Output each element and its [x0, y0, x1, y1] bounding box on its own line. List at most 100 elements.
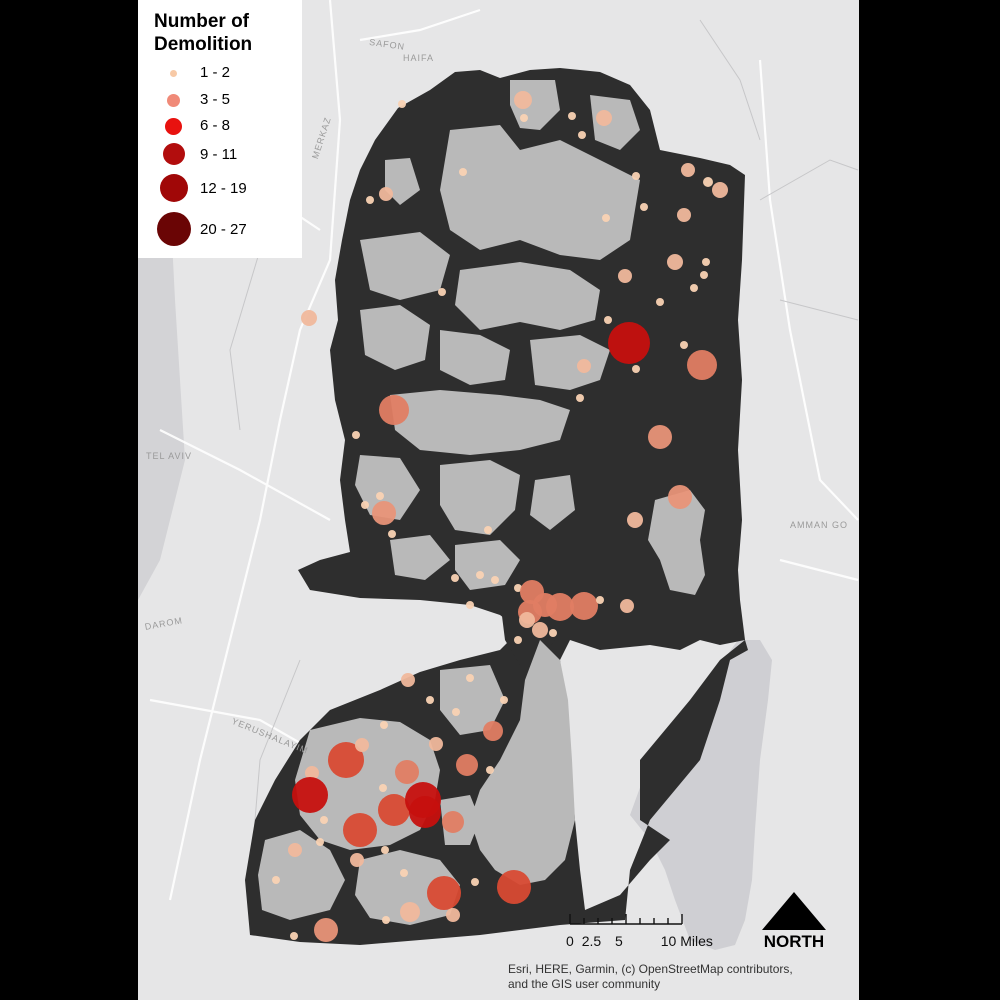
- demolition-point[interactable]: [466, 601, 474, 609]
- demolition-point[interactable]: [459, 168, 467, 176]
- legend-item: 6 - 8: [138, 117, 302, 147]
- demolition-point[interactable]: [320, 816, 328, 824]
- demolition-point[interactable]: [442, 811, 464, 833]
- demolition-point[interactable]: [604, 316, 612, 324]
- demolition-point[interactable]: [378, 794, 410, 826]
- demolition-point[interactable]: [576, 394, 584, 402]
- demolition-point[interactable]: [426, 696, 434, 704]
- scale-bar: [569, 914, 683, 925]
- demolition-point[interactable]: [456, 754, 478, 776]
- demolition-point[interactable]: [352, 431, 360, 439]
- demolition-point[interactable]: [632, 365, 640, 373]
- demolition-point[interactable]: [549, 629, 557, 637]
- demolition-point[interactable]: [627, 512, 643, 528]
- demolition-point[interactable]: [398, 100, 406, 108]
- demolition-point[interactable]: [568, 112, 576, 120]
- demolition-point[interactable]: [409, 796, 441, 828]
- demolition-point[interactable]: [577, 359, 591, 373]
- demolition-point[interactable]: [514, 91, 532, 109]
- demolition-point[interactable]: [388, 530, 396, 538]
- demolition-point[interactable]: [681, 163, 695, 177]
- demolition-point[interactable]: [690, 284, 698, 292]
- demolition-point[interactable]: [379, 187, 393, 201]
- demolition-point[interactable]: [620, 599, 634, 613]
- demolition-point[interactable]: [596, 596, 604, 604]
- scale-labels: 0 2.5 5 10 Miles: [566, 933, 713, 949]
- demolition-points: [272, 91, 728, 942]
- demolition-point[interactable]: [400, 869, 408, 877]
- demolition-point[interactable]: [429, 737, 443, 751]
- demolition-point[interactable]: [700, 271, 708, 279]
- demolition-point[interactable]: [400, 902, 420, 922]
- demolition-point[interactable]: [640, 203, 648, 211]
- demolition-point[interactable]: [687, 350, 717, 380]
- demolition-point[interactable]: [379, 395, 409, 425]
- demolition-point[interactable]: [578, 131, 586, 139]
- demolition-point[interactable]: [350, 853, 364, 867]
- demolition-point[interactable]: [451, 574, 459, 582]
- demolition-point[interactable]: [292, 777, 328, 813]
- demolition-point[interactable]: [632, 172, 640, 180]
- demolition-point[interactable]: [380, 721, 388, 729]
- legend-item: 1 - 2: [138, 64, 302, 94]
- demolition-point[interactable]: [608, 322, 650, 364]
- demolition-point[interactable]: [452, 708, 460, 716]
- legend-title: Number of Demolition: [154, 10, 252, 56]
- demolition-point[interactable]: [514, 584, 522, 592]
- demolition-point[interactable]: [361, 501, 369, 509]
- demolition-point[interactable]: [532, 622, 548, 638]
- demolition-point[interactable]: [288, 843, 302, 857]
- demolition-point[interactable]: [483, 721, 503, 741]
- legend-label: 12 - 19: [200, 180, 247, 197]
- demolition-point[interactable]: [514, 636, 522, 644]
- demolition-point[interactable]: [596, 110, 612, 126]
- demolition-point[interactable]: [343, 813, 377, 847]
- demolition-point[interactable]: [680, 341, 688, 349]
- demolition-point[interactable]: [546, 593, 574, 621]
- demolition-point[interactable]: [476, 571, 484, 579]
- demolition-point[interactable]: [677, 208, 691, 222]
- demolition-point[interactable]: [668, 485, 692, 509]
- demolition-point[interactable]: [381, 846, 389, 854]
- demolition-point[interactable]: [379, 784, 387, 792]
- demolition-point[interactable]: [500, 696, 508, 704]
- demolition-point[interactable]: [702, 258, 710, 266]
- demolition-point[interactable]: [497, 870, 531, 904]
- legend-label: 9 - 11: [200, 146, 238, 163]
- demolition-point[interactable]: [301, 310, 317, 326]
- demolition-point[interactable]: [382, 916, 390, 924]
- demolition-point[interactable]: [570, 592, 598, 620]
- demolition-point[interactable]: [520, 114, 528, 122]
- demolition-point[interactable]: [328, 742, 364, 778]
- demolition-point[interactable]: [486, 766, 494, 774]
- demolition-point[interactable]: [519, 612, 535, 628]
- legend-item: 20 - 27: [138, 212, 302, 246]
- demolition-point[interactable]: [316, 838, 324, 846]
- demolition-point[interactable]: [602, 214, 610, 222]
- demolition-point[interactable]: [355, 738, 369, 752]
- demolition-point[interactable]: [314, 918, 338, 942]
- demolition-point[interactable]: [618, 269, 632, 283]
- demolition-point[interactable]: [290, 932, 298, 940]
- demolition-point[interactable]: [395, 760, 419, 784]
- demolition-point[interactable]: [667, 254, 683, 270]
- demolition-point[interactable]: [703, 177, 713, 187]
- demolition-point[interactable]: [446, 908, 460, 922]
- demolition-point[interactable]: [491, 576, 499, 584]
- demolition-point[interactable]: [376, 492, 384, 500]
- demolition-point[interactable]: [466, 674, 474, 682]
- demolition-point[interactable]: [471, 878, 479, 886]
- demolition-point[interactable]: [401, 673, 415, 687]
- demolition-point[interactable]: [712, 182, 728, 198]
- demolition-point[interactable]: [648, 425, 672, 449]
- demolition-point[interactable]: [305, 766, 319, 780]
- demolition-point[interactable]: [427, 876, 461, 910]
- demolition-point[interactable]: [366, 196, 374, 204]
- demolition-point[interactable]: [656, 298, 664, 306]
- basemap-label: AMMAN GO: [790, 520, 849, 530]
- demolition-point[interactable]: [438, 288, 446, 296]
- demolition-point[interactable]: [372, 501, 396, 525]
- map-canvas[interactable]: [138, 0, 859, 1000]
- demolition-point[interactable]: [484, 526, 492, 534]
- demolition-point[interactable]: [272, 876, 280, 884]
